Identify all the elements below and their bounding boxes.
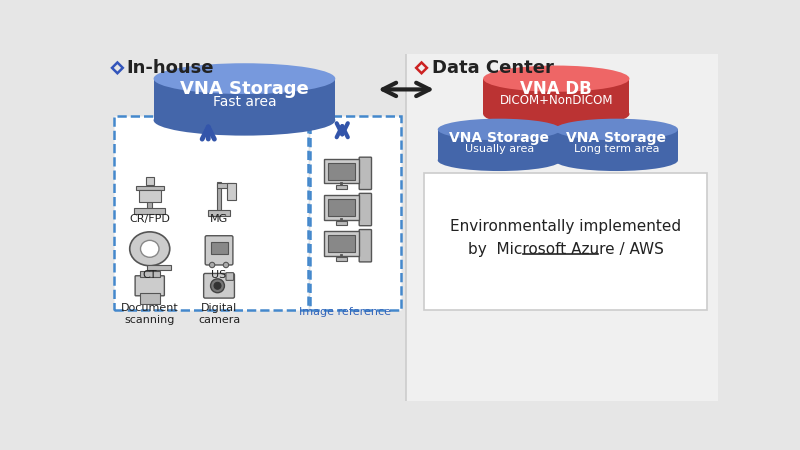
FancyBboxPatch shape (146, 265, 171, 270)
Ellipse shape (438, 119, 561, 140)
FancyBboxPatch shape (324, 195, 359, 220)
FancyBboxPatch shape (114, 116, 307, 310)
Text: Fast area: Fast area (213, 95, 276, 109)
Ellipse shape (214, 282, 221, 289)
FancyBboxPatch shape (208, 210, 230, 216)
FancyBboxPatch shape (147, 186, 152, 210)
Polygon shape (483, 79, 630, 114)
FancyBboxPatch shape (226, 273, 234, 280)
Ellipse shape (223, 262, 229, 268)
FancyBboxPatch shape (359, 157, 371, 189)
Ellipse shape (154, 105, 335, 135)
FancyBboxPatch shape (424, 173, 707, 310)
FancyBboxPatch shape (210, 242, 227, 254)
Polygon shape (154, 79, 335, 120)
Text: Usually area: Usually area (465, 144, 534, 154)
Polygon shape (102, 54, 406, 400)
Text: VNA DB: VNA DB (521, 80, 592, 98)
FancyBboxPatch shape (324, 159, 359, 183)
Text: Image reference: Image reference (298, 306, 390, 316)
FancyBboxPatch shape (136, 186, 163, 189)
Text: In-house: In-house (126, 59, 214, 77)
Ellipse shape (141, 240, 159, 257)
FancyBboxPatch shape (140, 271, 160, 277)
Text: Document
scanning: Document scanning (121, 303, 178, 325)
Text: US: US (211, 270, 226, 279)
FancyBboxPatch shape (135, 276, 164, 296)
FancyBboxPatch shape (146, 177, 154, 185)
FancyBboxPatch shape (336, 257, 347, 261)
Ellipse shape (438, 149, 561, 171)
Text: VNA Storage: VNA Storage (566, 131, 666, 145)
FancyBboxPatch shape (140, 293, 160, 304)
Text: Long term area: Long term area (574, 144, 659, 154)
Ellipse shape (483, 101, 630, 127)
Ellipse shape (130, 232, 170, 266)
FancyBboxPatch shape (310, 116, 401, 310)
FancyBboxPatch shape (336, 221, 347, 225)
Text: Environmentally implemented: Environmentally implemented (450, 219, 681, 234)
Text: Data Center: Data Center (431, 59, 554, 77)
Text: VNA Storage: VNA Storage (180, 81, 309, 99)
FancyBboxPatch shape (324, 231, 359, 256)
FancyBboxPatch shape (217, 183, 234, 188)
FancyBboxPatch shape (336, 185, 347, 189)
FancyBboxPatch shape (328, 199, 355, 216)
FancyBboxPatch shape (328, 235, 355, 252)
Text: VNA Storage: VNA Storage (450, 131, 550, 145)
FancyBboxPatch shape (328, 162, 355, 180)
Ellipse shape (554, 119, 678, 140)
FancyBboxPatch shape (226, 183, 236, 200)
FancyBboxPatch shape (204, 274, 234, 298)
Ellipse shape (210, 262, 215, 268)
Text: Digital
camera: Digital camera (198, 303, 240, 325)
Ellipse shape (483, 66, 630, 92)
Text: CR/FPD: CR/FPD (130, 214, 170, 224)
Polygon shape (554, 130, 678, 160)
FancyBboxPatch shape (139, 189, 161, 202)
Ellipse shape (554, 149, 678, 171)
Ellipse shape (210, 279, 225, 292)
Text: DICOM+NonDICOM: DICOM+NonDICOM (499, 94, 613, 108)
FancyBboxPatch shape (359, 194, 371, 226)
Text: MG: MG (210, 214, 228, 224)
Ellipse shape (154, 63, 335, 94)
Text: by  Microsoft Azure / AWS: by Microsoft Azure / AWS (468, 242, 663, 257)
Polygon shape (406, 54, 718, 400)
Text: CT: CT (142, 270, 157, 279)
FancyBboxPatch shape (359, 230, 371, 262)
FancyBboxPatch shape (134, 208, 165, 214)
FancyBboxPatch shape (217, 182, 222, 211)
FancyBboxPatch shape (205, 236, 233, 265)
Polygon shape (438, 130, 561, 160)
